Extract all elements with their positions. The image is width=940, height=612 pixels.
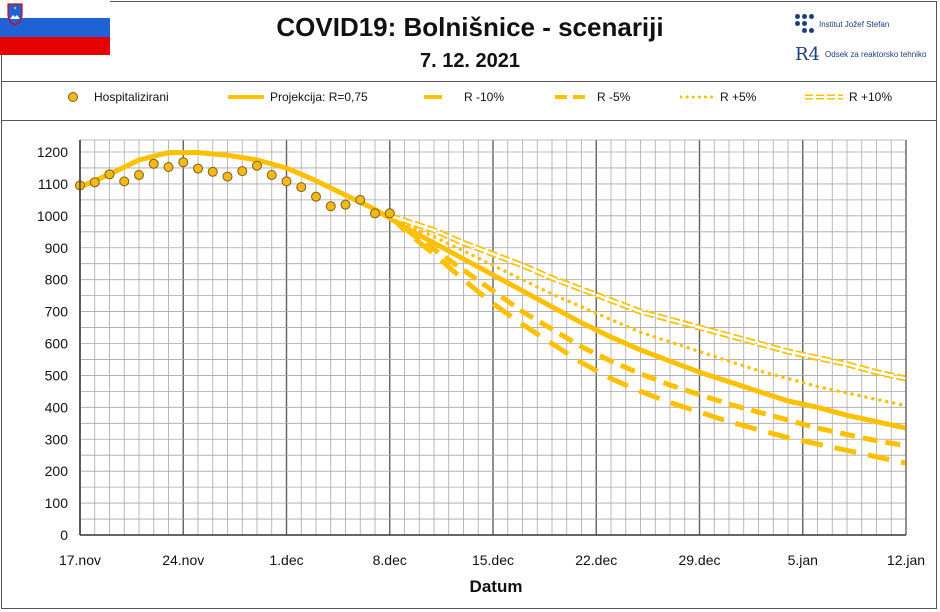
data-point-hospitalizirani [89,177,100,188]
data-point-hospitalizirani [207,166,218,177]
data-point-hospitalizirani [193,163,203,174]
data-point-hospitalizirani [266,169,277,180]
x-tick-label: 17.nov [59,552,101,568]
y-tick-label: 1000 [37,208,68,224]
data-point-hospitalizirani [296,182,307,193]
y-tick-label: 1100 [38,176,68,192]
y-tick-label: 300 [45,431,69,447]
slovenia-flag-icon [0,0,110,55]
legend-divider [1,120,937,121]
data-point-hospitalizirani [384,208,395,219]
x-tick-label: 15.dec [472,552,514,568]
y-tick-label: 0 [60,527,68,543]
legend-label-r-minus-10: R -10% [464,90,505,104]
chart-date: 7. 12. 2021 [419,50,521,72]
y-tick-label: 500 [45,367,69,383]
legend-item-r-minus-10: R -10% [424,90,504,104]
legend-label-r-plus-10: R +10% [849,90,893,104]
y-tick-label: 100 [45,495,69,511]
data-point-hospitalizirani [148,158,159,169]
legend-label-r-minus-5: R -5% [597,90,631,104]
data-point-hospitalizirani [325,201,336,212]
ijs-logo-text: Institut Jožef Stefan [819,19,890,29]
data-point-hospitalizirani [311,191,321,202]
legend-item-projection: Projekcija: R=0,75 [228,90,368,104]
y-tick-label: 1200 [37,144,68,160]
data-point-hospitalizirani [104,169,115,180]
y-tick-label: 600 [45,336,69,352]
y-tick-label: 200 [45,463,69,479]
x-tick-label: 8.dec [373,552,407,568]
data-point-hospitalizirani [370,208,380,219]
data-point-hospitalizirani [134,169,144,180]
x-tick-label: 5.jan [788,552,818,568]
x-tick-label: 1.dec [269,552,303,568]
data-point-hospitalizirani [281,176,292,187]
legend-item-r-plus-10: R +10% [805,90,892,104]
ijs-logo: Institut Jožef Stefan [795,14,889,34]
data-point-hospitalizirani [237,166,248,177]
x-tick-label: 29.dec [678,552,720,568]
x-tick-label: 24.nov [162,552,204,568]
r4-logo-text: Odsek za reaktorsko tehniko [825,50,927,59]
y-tick-label: 700 [45,304,69,320]
chart-title: COVID19: Bolnišnice - scenariji [276,12,664,42]
legend-label-projection: Projekcija: R=0,75 [270,90,368,104]
data-point-hospitalizirani [355,194,366,205]
legend-label-r-plus-5: R +5% [720,90,757,104]
legend-label-hospitalizirani: Hospitalizirani [94,90,169,104]
series-line-r-5 [388,214,908,408]
series-line-r-10 [388,214,907,466]
ijs-logo-icon [795,14,815,34]
x-tick-label: 22.dec [575,552,617,568]
r4-logo: R4 Odsek za reaktorsko tehniko [795,44,926,65]
series-line-r-10 [389,214,907,380]
data-point-hospitalizirani [163,162,174,173]
legend-item-r-minus-5: R -5% [555,90,630,104]
series-line-projekcija-r-0-75 [79,150,907,431]
x-axis-label: Datum [470,577,523,596]
header-divider [1,81,937,82]
y-tick-label: 900 [45,240,69,256]
data-point-hospitalizirani [119,176,130,187]
legend-item-r-plus-5: R +5% [680,90,756,104]
x-tick-label: 12.jan [887,552,925,568]
y-tick-label: 800 [45,272,69,288]
y-tick-label: 400 [45,399,69,415]
legend-item-hospitalizirani: Hospitalizirani [66,90,169,104]
data-point-hospitalizirani [222,171,233,182]
r4-logo-icon: R4 [795,44,821,65]
data-point-hospitalizirani [252,160,262,171]
data-point-hospitalizirani [340,199,351,210]
data-point-hospitalizirani [178,157,189,168]
